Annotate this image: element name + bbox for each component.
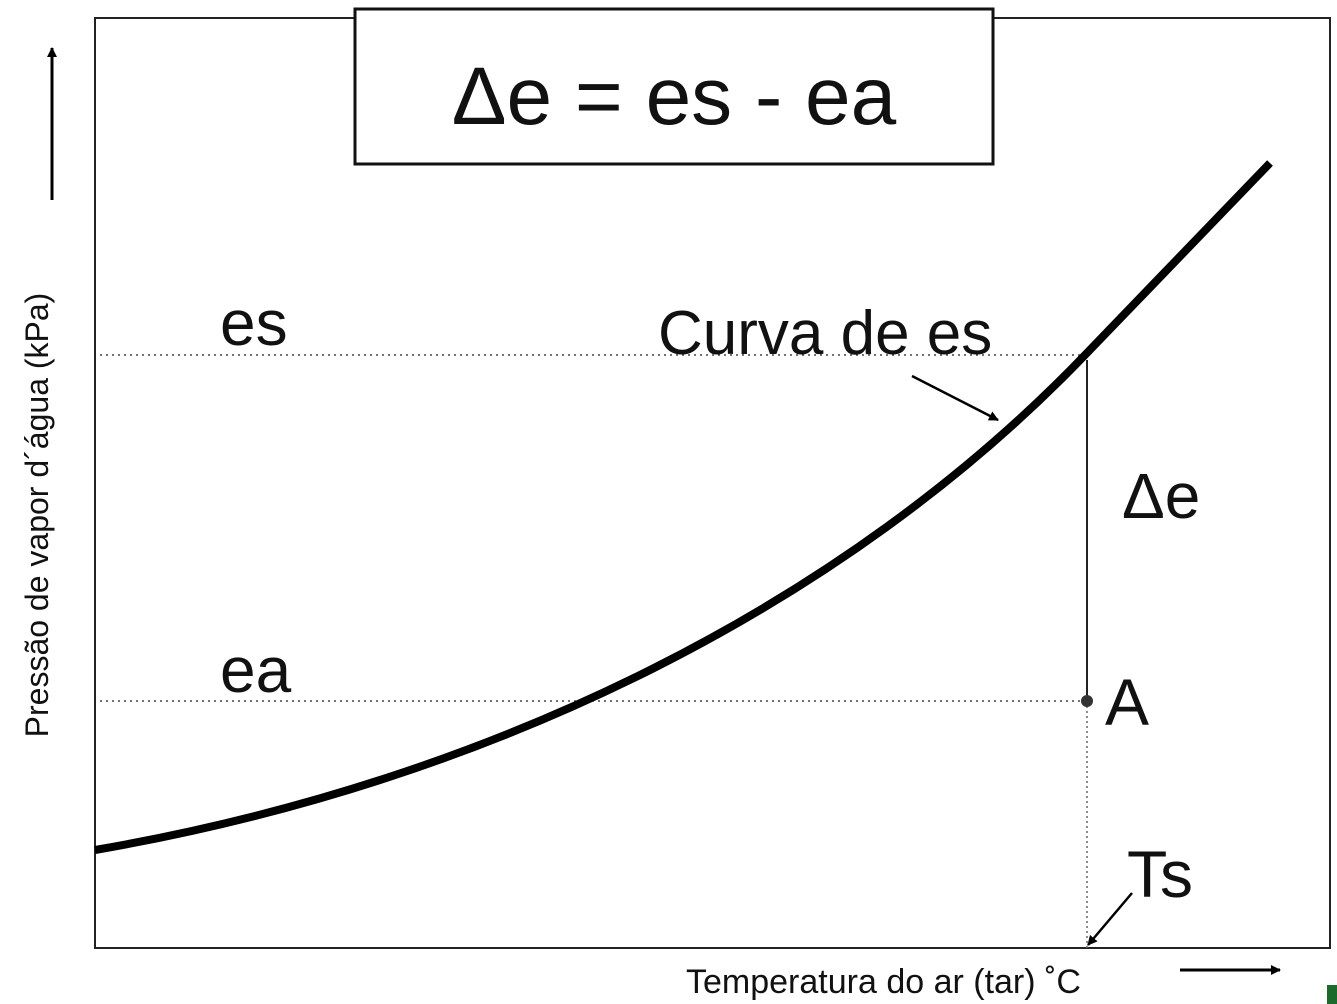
y-axis-label: Pressão de vapor d´água (kPa) — [19, 293, 55, 738]
corner-mark — [1327, 985, 1337, 1004]
ts-arrow — [1087, 892, 1133, 946]
curve-label: Curva de es — [658, 299, 992, 368]
delta-label: Δe — [1122, 460, 1200, 532]
ts-label: Ts — [1127, 837, 1193, 911]
point-label: A — [1105, 665, 1149, 739]
formula-box — [353, 7, 995, 166]
es-curve — [94, 160, 1273, 854]
point-a — [1081, 695, 1093, 707]
x-axis-label: Temperatura do ar (tar) ˚C — [686, 963, 1081, 1001]
ea-label: ea — [220, 634, 292, 706]
formula: Δe = es - ea — [452, 51, 897, 142]
es-label: es — [220, 287, 288, 359]
curve-arrow — [911, 374, 999, 422]
